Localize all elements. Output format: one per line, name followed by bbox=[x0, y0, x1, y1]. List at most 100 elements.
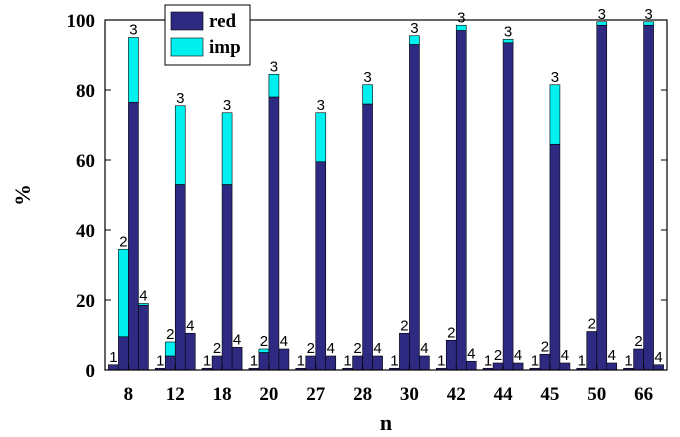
bar-label-44-3: 3 bbox=[504, 23, 512, 40]
bar-label-42-4: 4 bbox=[467, 345, 475, 362]
x-tick-label-8: 8 bbox=[124, 384, 134, 405]
bar-imp-8-3 bbox=[128, 38, 138, 103]
bar-imp-30-3 bbox=[409, 36, 419, 45]
bar-red-8-2 bbox=[118, 337, 128, 370]
bar-imp-28-3 bbox=[363, 85, 373, 104]
bar-imp-27-3 bbox=[316, 113, 326, 162]
legend-swatch-imp bbox=[171, 38, 203, 56]
x-tick-label-12: 12 bbox=[166, 384, 185, 405]
bar-red-18-2 bbox=[212, 356, 222, 370]
bar-red-44-3 bbox=[503, 43, 513, 370]
bar-red-30-2 bbox=[399, 333, 409, 370]
bar-label-18-3: 3 bbox=[223, 97, 231, 114]
bar-red-27-3 bbox=[316, 162, 326, 370]
x-tick-label-50: 50 bbox=[587, 384, 606, 405]
bar-red-18-3 bbox=[222, 185, 232, 371]
x-tick-label-66: 66 bbox=[634, 384, 653, 405]
bar-red-50-3 bbox=[597, 25, 607, 370]
bar-red-28-3 bbox=[363, 104, 373, 370]
bar-red-8-3 bbox=[128, 102, 138, 370]
bar-label-30-4: 4 bbox=[420, 340, 428, 357]
bar-label-45-2: 2 bbox=[541, 338, 549, 355]
x-tick-label-30: 30 bbox=[400, 384, 419, 405]
bar-red-42-4 bbox=[466, 361, 476, 370]
bar-red-27-4 bbox=[326, 356, 336, 370]
bar-imp-18-3 bbox=[222, 113, 232, 185]
bar-label-44-1: 1 bbox=[484, 352, 492, 369]
bar-label-12-2: 2 bbox=[166, 326, 174, 343]
bar-label-66-1: 1 bbox=[624, 352, 632, 369]
bar-label-28-4: 4 bbox=[373, 340, 381, 357]
y-axis-title: % bbox=[10, 184, 35, 206]
bar-label-12-1: 1 bbox=[156, 352, 164, 369]
bar-red-8-4 bbox=[138, 305, 148, 370]
bar-label-30-3: 3 bbox=[410, 20, 418, 37]
bar-red-12-3 bbox=[175, 185, 185, 371]
bar-red-44-4 bbox=[513, 363, 523, 370]
bar-label-50-2: 2 bbox=[588, 316, 596, 333]
bar-label-8-2: 2 bbox=[119, 233, 127, 250]
bar-label-8-1: 1 bbox=[109, 349, 117, 366]
bar-label-27-2: 2 bbox=[307, 340, 315, 357]
x-tick-label-18: 18 bbox=[213, 384, 232, 405]
bar-label-42-3: 3 bbox=[457, 9, 465, 26]
bar-imp-45-3 bbox=[550, 85, 560, 145]
legend-label-imp: imp bbox=[209, 37, 241, 58]
bar-red-42-3 bbox=[456, 31, 466, 371]
bar-label-20-3: 3 bbox=[270, 58, 278, 75]
bar-label-18-1: 1 bbox=[203, 352, 211, 369]
bar-imp-8-2 bbox=[118, 249, 128, 337]
legend: red imp bbox=[165, 5, 250, 65]
x-tick-label-27: 27 bbox=[306, 384, 326, 405]
bar-imp-12-2 bbox=[165, 342, 175, 356]
bar-label-44-4: 4 bbox=[514, 347, 522, 364]
bar-label-20-2: 2 bbox=[260, 333, 268, 350]
bar-red-18-4 bbox=[232, 347, 242, 370]
bar-red-42-2 bbox=[446, 340, 456, 370]
bar-label-12-4: 4 bbox=[186, 317, 194, 334]
bar-label-42-1: 1 bbox=[437, 352, 445, 369]
bar-red-27-2 bbox=[306, 356, 316, 370]
bar-red-66-2 bbox=[634, 349, 644, 370]
bar-label-12-3: 3 bbox=[176, 90, 184, 107]
bar-red-12-2 bbox=[165, 356, 175, 370]
bar-label-28-1: 1 bbox=[343, 352, 351, 369]
y-tick-label-80: 80 bbox=[76, 81, 95, 102]
bar-label-27-4: 4 bbox=[327, 340, 335, 357]
bar-red-28-4 bbox=[373, 356, 383, 370]
bar-label-18-2: 2 bbox=[213, 340, 221, 357]
bar-red-50-4 bbox=[607, 363, 617, 370]
bar-label-28-2: 2 bbox=[353, 340, 361, 357]
bar-label-18-4: 4 bbox=[233, 331, 241, 348]
bar-red-28-2 bbox=[353, 356, 363, 370]
x-axis-title: n bbox=[380, 410, 392, 435]
bar-label-27-1: 1 bbox=[297, 352, 305, 369]
bar-label-30-1: 1 bbox=[390, 352, 398, 369]
bar-label-28-3: 3 bbox=[363, 69, 371, 86]
bar-red-66-3 bbox=[644, 25, 654, 370]
bar-red-45-3 bbox=[550, 144, 560, 370]
bar-label-20-4: 4 bbox=[280, 333, 288, 350]
bar-red-30-3 bbox=[409, 45, 419, 371]
bar-label-45-1: 1 bbox=[531, 352, 539, 369]
legend-swatch-red bbox=[171, 12, 203, 30]
bar-imp-12-3 bbox=[175, 106, 185, 185]
bar-red-12-4 bbox=[185, 333, 195, 370]
bar-label-20-1: 1 bbox=[250, 352, 258, 369]
bar-red-20-2 bbox=[259, 353, 269, 371]
bar-red-45-4 bbox=[560, 363, 570, 370]
bar-label-45-4: 4 bbox=[561, 347, 569, 364]
x-tick-label-45: 45 bbox=[540, 384, 559, 405]
bar-red-30-4 bbox=[419, 356, 429, 370]
y-tick-label-20: 20 bbox=[76, 291, 95, 312]
bar-label-8-4: 4 bbox=[139, 288, 147, 305]
y-tick-label-60: 60 bbox=[76, 151, 95, 172]
bar-imp-20-3 bbox=[269, 74, 279, 97]
bar-label-45-3: 3 bbox=[551, 69, 559, 86]
bar-label-30-2: 2 bbox=[400, 317, 408, 334]
x-tick-label-28: 28 bbox=[353, 384, 372, 405]
x-tick-label-42: 42 bbox=[447, 384, 466, 405]
x-tick-label-44: 44 bbox=[494, 384, 514, 405]
bar-label-50-1: 1 bbox=[578, 352, 586, 369]
